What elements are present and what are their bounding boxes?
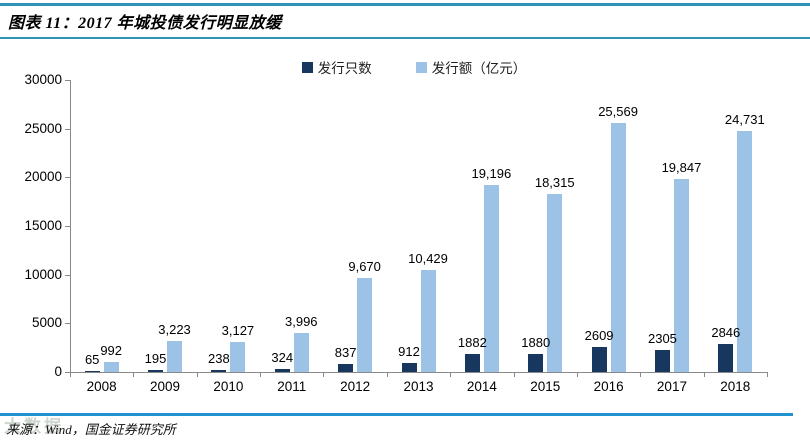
- source-text: 来源：Wind，国金证券研究所: [6, 422, 176, 437]
- bar-发行额（亿元）-2018: [737, 131, 753, 372]
- data-label: 3,127: [221, 322, 255, 338]
- bar-发行只数-2009: [148, 370, 164, 372]
- bar-发行额（亿元）-2014: [483, 185, 499, 372]
- y-axis-tick-label: 25000: [24, 120, 62, 136]
- bar-发行只数-2008: [84, 371, 100, 372]
- data-label: 238: [208, 350, 230, 366]
- bar-发行只数-2013: [401, 363, 417, 372]
- legend-item-issue-count: 发行只数: [301, 57, 372, 77]
- y-axis-tick: [65, 128, 70, 130]
- data-label: 195: [144, 351, 167, 367]
- x-axis-tick: [386, 372, 388, 377]
- y-axis-tick-label: 0: [54, 364, 62, 379]
- legend-swatch-light-icon: [415, 61, 427, 73]
- x-axis-tick-label: 2008: [86, 379, 117, 394]
- bar-发行额（亿元）-2016: [610, 123, 626, 372]
- x-axis-tick: [196, 372, 198, 377]
- bar-发行只数-2014: [464, 353, 480, 372]
- data-label: 912: [398, 344, 420, 360]
- data-label: 837: [334, 344, 357, 360]
- bar-发行只数-2012: [338, 363, 354, 372]
- bar-发行只数-2010: [211, 369, 227, 372]
- x-axis-tick: [703, 372, 705, 377]
- x-axis-tick-label: 2013: [403, 379, 434, 394]
- data-label: 2846: [711, 325, 741, 341]
- bar-发行额（亿元）-2013: [420, 270, 436, 372]
- x-axis-tick-label: 2012: [340, 379, 371, 394]
- bar-发行额（亿元）-2012: [357, 277, 373, 372]
- x-axis-tick: [767, 372, 768, 377]
- data-label: 19,847: [661, 159, 702, 175]
- data-label: 1882: [457, 334, 487, 350]
- x-axis-line: [70, 372, 767, 373]
- data-label: 65: [84, 352, 100, 367]
- y-axis-tick-label: 5000: [31, 315, 62, 331]
- bar-发行额（亿元）-2011: [293, 333, 309, 372]
- bar-发行额（亿元）-2015: [547, 193, 563, 372]
- x-axis-tick: [640, 372, 642, 377]
- data-label: 24,731: [724, 112, 765, 128]
- y-axis-tick-label: 20000: [24, 169, 62, 185]
- data-label: 19,196: [471, 166, 512, 182]
- y-axis-tick: [65, 323, 70, 325]
- data-label: 9,670: [348, 258, 381, 274]
- title-top-rule: [0, 3, 810, 6]
- bar-发行额（亿元）-2017: [673, 178, 689, 372]
- y-axis-tick: [65, 226, 70, 227]
- chart-legend: 发行只数 发行额（亿元）: [0, 57, 810, 77]
- data-label: 18,315: [534, 174, 575, 190]
- y-axis-tick: [65, 177, 70, 179]
- x-axis-tick: [133, 372, 135, 377]
- data-label: 1880: [521, 334, 551, 350]
- x-axis-tick: [323, 372, 325, 377]
- title-bottom-rule: [0, 37, 810, 39]
- data-label: 10,429: [408, 251, 448, 267]
- legend-label: 发行只数: [317, 61, 372, 76]
- legend-swatch-dark-icon: [301, 61, 313, 73]
- x-axis-tick: [450, 372, 452, 377]
- data-label: 992: [100, 343, 123, 359]
- bar-发行只数-2016: [591, 346, 607, 372]
- data-label: 3,996: [284, 314, 318, 330]
- bar-发行额（亿元）-2008: [103, 362, 119, 372]
- x-axis-tick-label: 2010: [213, 379, 244, 394]
- bar-发行只数-2015: [528, 353, 544, 372]
- y-axis-line: [70, 80, 71, 372]
- y-axis-tick-label: 10000: [24, 266, 62, 282]
- data-label: 3,223: [158, 321, 191, 337]
- bar-发行只数-2011: [274, 368, 290, 372]
- source-rule: [0, 413, 793, 416]
- x-axis-tick: [513, 372, 515, 377]
- y-axis-tick: [65, 274, 70, 276]
- x-axis-tick-label: 2014: [466, 379, 497, 394]
- bar-发行额（亿元）-2010: [230, 341, 246, 372]
- x-axis-tick-label: 2011: [277, 379, 307, 394]
- legend-item-issue-amount: 发行额（亿元）: [415, 57, 527, 77]
- y-axis-tick-label: 15000: [24, 218, 62, 233]
- y-axis-tick-label: 30000: [24, 72, 62, 87]
- chart-title: 图表 11：2017 年城投债发行明显放缓: [8, 15, 282, 32]
- x-axis-tick-label: 2015: [530, 379, 561, 394]
- bar-发行只数-2017: [654, 349, 670, 372]
- x-axis-tick: [260, 372, 262, 377]
- x-axis-tick-label: 2017: [656, 379, 687, 394]
- data-label: 2305: [647, 330, 677, 346]
- y-axis-tick: [65, 80, 70, 81]
- x-axis-tick-label: 2018: [720, 379, 751, 394]
- legend-label: 发行额（亿元）: [431, 61, 527, 76]
- x-axis-tick: [70, 372, 71, 377]
- data-label: 324: [271, 349, 294, 365]
- x-axis-tick: [576, 372, 578, 377]
- bar-发行额（亿元）-2009: [167, 340, 183, 372]
- bar-发行只数-2018: [718, 344, 734, 372]
- x-axis-tick-label: 2016: [593, 379, 624, 394]
- watermark: 大数据: [4, 417, 64, 436]
- x-axis-tick-label: 2009: [150, 379, 181, 394]
- data-label: 25,569: [598, 104, 638, 120]
- y-axis-tick: [65, 372, 70, 373]
- data-label: 2609: [584, 327, 614, 343]
